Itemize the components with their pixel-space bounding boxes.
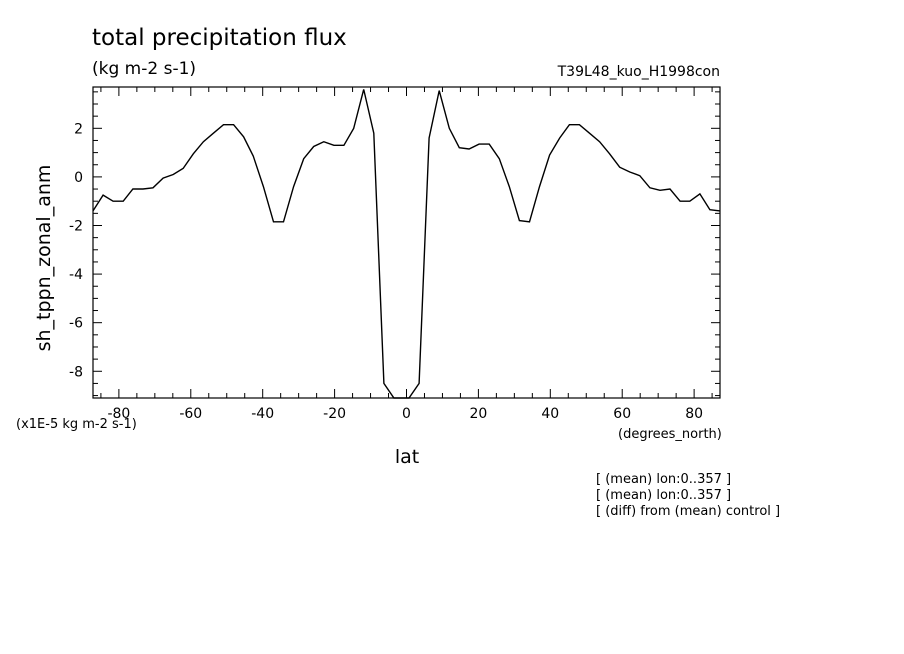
- y-axis-label: sh_tppn_zonal_anm: [33, 165, 55, 352]
- annotation-3: [ (diff) from (mean) control ]: [596, 504, 780, 519]
- axis-ticks: [93, 87, 720, 398]
- x-tick-label: 40: [541, 406, 559, 422]
- x-tick-label: 20: [469, 406, 487, 422]
- x-tick-labels: -80 -60 -40 -20 0 20 40 60 80: [107, 406, 703, 422]
- y-tick-label: -8: [69, 364, 83, 380]
- y-tick-label: -6: [69, 316, 83, 332]
- chart-title: total precipitation flux: [92, 25, 347, 51]
- x-tick-label: 0: [402, 406, 411, 422]
- y-tick-label: -4: [69, 267, 83, 283]
- x-tick-label: -60: [179, 406, 202, 422]
- x-axis-label: lat: [395, 446, 419, 468]
- plot-frame: [92, 86, 721, 399]
- y-tick-label: 2: [74, 121, 83, 137]
- y-tick-label: 0: [74, 170, 83, 186]
- annotation-1: [ (mean) lon:0..357 ]: [596, 472, 731, 487]
- x-axis-units: (degrees_north): [618, 427, 722, 442]
- y-tick-labels: -8 -6 -4 -2 0 2: [69, 121, 83, 380]
- y-scale-note: (x1E-5 kg m-2 s-1): [16, 417, 137, 432]
- x-tick-label: -40: [251, 406, 274, 422]
- x-tick-label: 60: [613, 406, 631, 422]
- x-tick-label: -80: [107, 406, 130, 422]
- run-label: T39L48_kuo_H1998con: [557, 64, 720, 80]
- chart-units: (kg m-2 s-1): [92, 59, 196, 79]
- annotation-2: [ (mean) lon:0..357 ]: [596, 488, 731, 503]
- x-tick-label: 80: [685, 406, 703, 422]
- series-line: [92, 89, 721, 399]
- x-tick-label: -20: [323, 406, 346, 422]
- y-tick-label: -2: [69, 218, 83, 234]
